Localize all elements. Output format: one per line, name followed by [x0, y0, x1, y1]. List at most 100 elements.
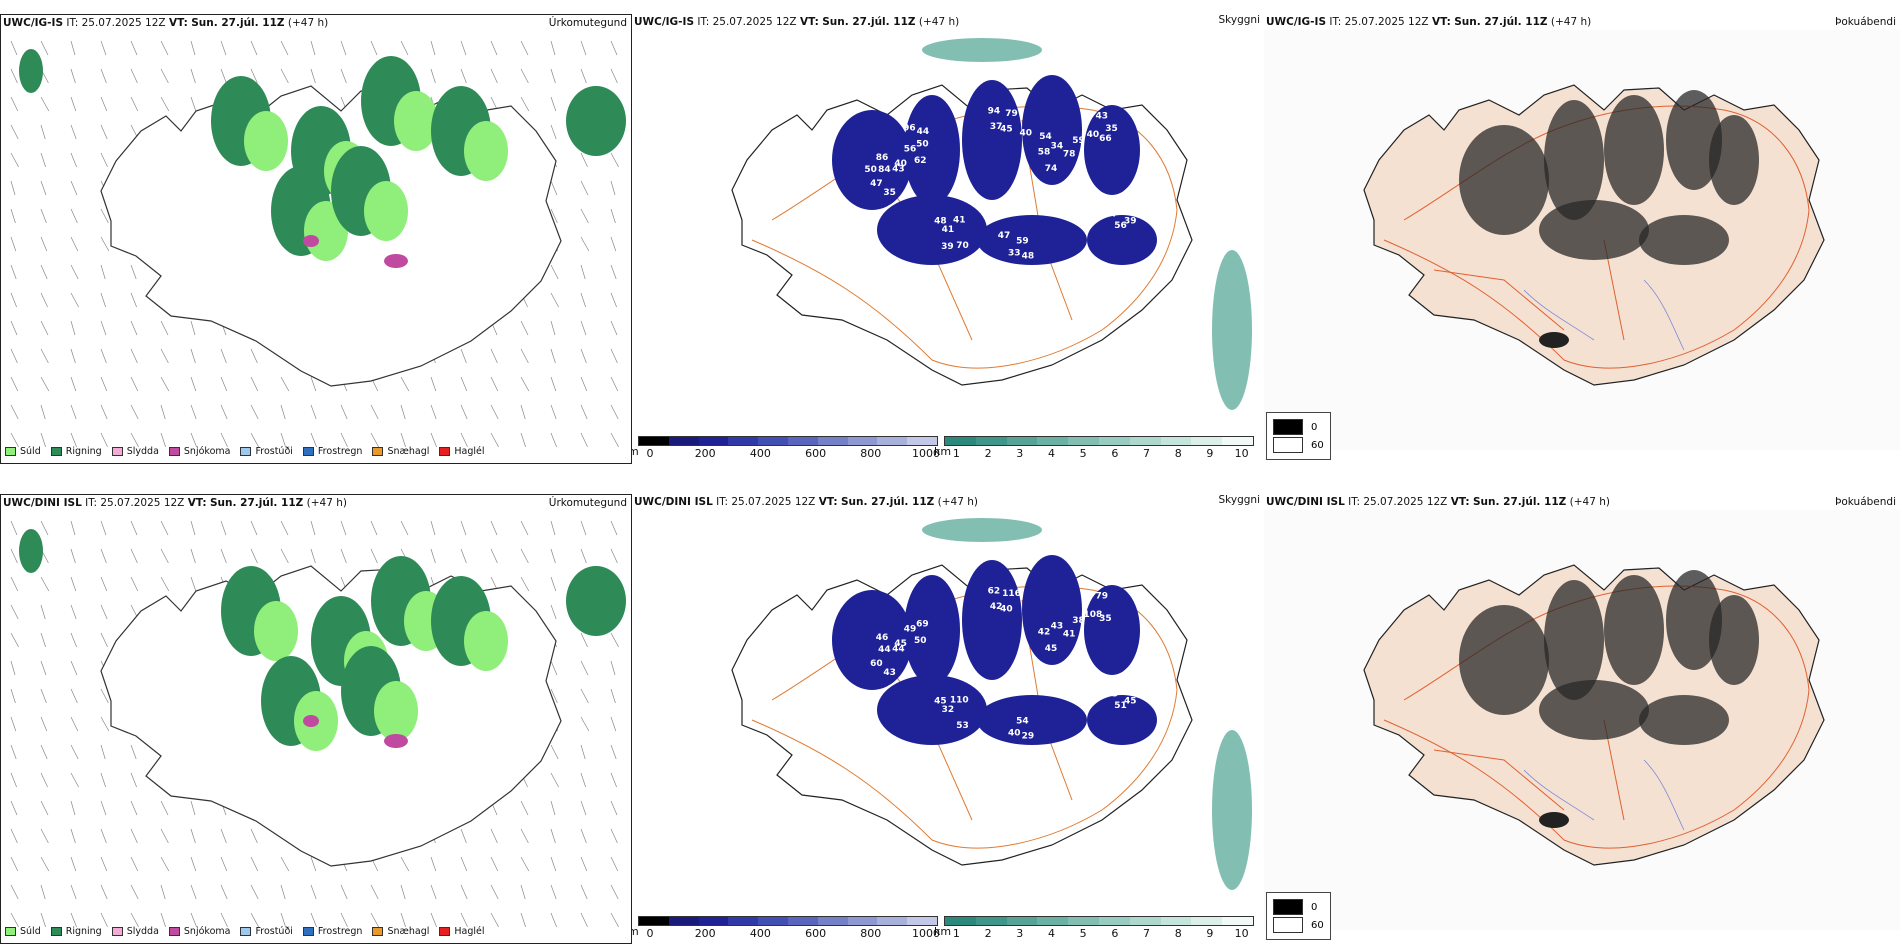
colorbar-tick: 1	[952, 927, 960, 940]
fog-legend-swatch	[1273, 419, 1303, 435]
cloud-base-label: 56	[904, 145, 917, 155]
colorbar-tick: 8	[1174, 927, 1182, 940]
colorbar-unit: m	[632, 445, 639, 458]
legend-swatch	[5, 447, 16, 456]
cloud-panel-row1: UWC/IG-IS IT: 25.07.2025 12Z VT: Sun. 27…	[632, 14, 1264, 464]
iceland-outline: 46 50624138452933444542431081104751444911…	[731, 555, 1193, 866]
colorbar-tick: 10	[1234, 927, 1249, 940]
colorbar-cell	[1160, 437, 1192, 445]
colorbar-tick: 0	[646, 927, 654, 940]
fog-dense-area	[1639, 695, 1729, 745]
colorbar-cell	[1068, 437, 1099, 445]
legend-swatch	[372, 927, 384, 936]
valid-time: Sun. 27.júl. 11Z	[1454, 16, 1548, 28]
valid-time: Sun. 27.júl. 11Z	[822, 16, 916, 28]
cloud-base-label: 48	[934, 217, 947, 227]
colorbar-cell	[907, 437, 937, 445]
legend-label: Snæhagl	[387, 926, 430, 937]
panel-header: UWC/IG-IS IT: 25.07.2025 12Z VT: Sun. 27…	[3, 17, 627, 29]
colorbar-tick: 9	[1206, 927, 1214, 940]
colorbar-tick: 800	[860, 927, 882, 940]
cloud-base-label: 62	[988, 587, 1001, 597]
visibility-colorbar: km 1 2 3 4 5 6 7 8 9 10	[934, 916, 1254, 940]
legend-label: Frostregn	[317, 446, 363, 457]
legend-label: Slydda	[126, 446, 159, 457]
cloud-base-label: 44	[878, 645, 891, 655]
colorbar-cell	[639, 437, 669, 445]
colorbar-strip	[944, 436, 1254, 446]
legend-swatch	[302, 447, 314, 456]
drizzle-area	[364, 181, 408, 241]
low-cloud-area	[832, 590, 912, 690]
model-name: UWC/DINI ISL	[3, 497, 82, 509]
cloud-base-label: 50	[864, 165, 877, 175]
colorbar-tick: 600	[805, 927, 827, 940]
colorbar-cell	[1129, 437, 1161, 445]
low-cloud-area	[877, 195, 987, 265]
legend-swatch	[240, 447, 252, 456]
cloud-base-label: 34	[1051, 141, 1064, 151]
fog-legend-swatch	[1273, 437, 1303, 453]
legend-item: Súld	[5, 446, 41, 457]
cloud-base-label: 41	[1063, 630, 1076, 640]
colorbar-cell	[877, 917, 908, 925]
cloud-base-label: 79	[1005, 109, 1018, 119]
legend-item: Frostúði	[240, 926, 293, 937]
cloud-base-label: 53	[956, 721, 969, 731]
legend-item: Frostregn	[302, 926, 362, 937]
colorbar-ticks: 0 200 400 600 800 1000	[638, 926, 941, 940]
colorbar-tick: 4	[1047, 447, 1055, 460]
fog-legend-swatch	[1273, 899, 1303, 915]
fog-legend-swatch	[1273, 917, 1303, 933]
visibility-area	[1212, 250, 1252, 410]
low-cloud-area	[904, 95, 960, 205]
drizzle-area	[464, 611, 508, 671]
drizzle-area	[374, 681, 418, 741]
cloud-base-label: 45	[1045, 644, 1058, 654]
colorbar-cell	[1037, 917, 1069, 925]
fog-dense-area	[1639, 215, 1729, 265]
legend-item: Snæhagl	[372, 446, 429, 457]
valid-time: Sun. 27.júl. 11Z	[209, 497, 304, 509]
cloud-base-label: 59	[1072, 136, 1085, 146]
model-name: UWC/IG-IS	[634, 16, 695, 28]
legend-item: Frostregn	[302, 446, 363, 457]
cloud-base-label: 45	[894, 639, 907, 649]
cloud-base-label: 50	[916, 140, 929, 150]
cloud-base-label: 35	[1099, 614, 1112, 624]
legend-swatch	[439, 927, 451, 936]
legend-label: Snjókoma	[183, 446, 231, 457]
colorbar-tick: 5	[1079, 927, 1087, 940]
cloud-base-label: 110	[950, 695, 969, 705]
fog-dense-area	[1544, 580, 1604, 700]
snow-area	[303, 235, 319, 247]
drizzle-area	[254, 601, 298, 661]
iceland-outline	[100, 56, 562, 387]
low-cloud-area	[877, 675, 987, 745]
cloud-base-label: 41	[953, 215, 966, 225]
rain-area	[19, 49, 43, 93]
fog-map	[1264, 30, 1900, 450]
colorbar-cell	[787, 437, 818, 445]
cloud-base-label: 66	[1099, 134, 1112, 144]
low-cloud-area	[962, 80, 1022, 200]
colorbar-cell	[1129, 917, 1161, 925]
legend-label: Haglél	[454, 446, 485, 457]
drizzle-area	[394, 91, 438, 151]
valid-time-label: VT:	[799, 16, 819, 28]
colorbar-ticks: 1 2 3 4 5 6 7 8 9 10	[944, 926, 1254, 940]
fog-dense-area	[1539, 812, 1569, 828]
panel-title: Þokuábendi	[1835, 16, 1896, 28]
colorbar-tick: 4	[1047, 927, 1055, 940]
legend-swatch	[5, 927, 16, 936]
cloud-base-label: 38	[1072, 616, 1085, 626]
colorbar-cell	[975, 917, 1007, 925]
init-time: IT: 25.07.2025 12Z	[85, 497, 185, 509]
legend-label: Frostúði	[255, 446, 293, 457]
cloud-base-label: 43	[1051, 621, 1064, 631]
legend-item: Slydda	[111, 926, 159, 937]
height-colorbar: m 0 200 400 600 800 1000	[632, 916, 941, 940]
legend-item: Súld	[5, 926, 41, 937]
init-time: IT: 25.07.2025 12Z	[1329, 16, 1429, 28]
colorbar-strip	[638, 436, 938, 446]
